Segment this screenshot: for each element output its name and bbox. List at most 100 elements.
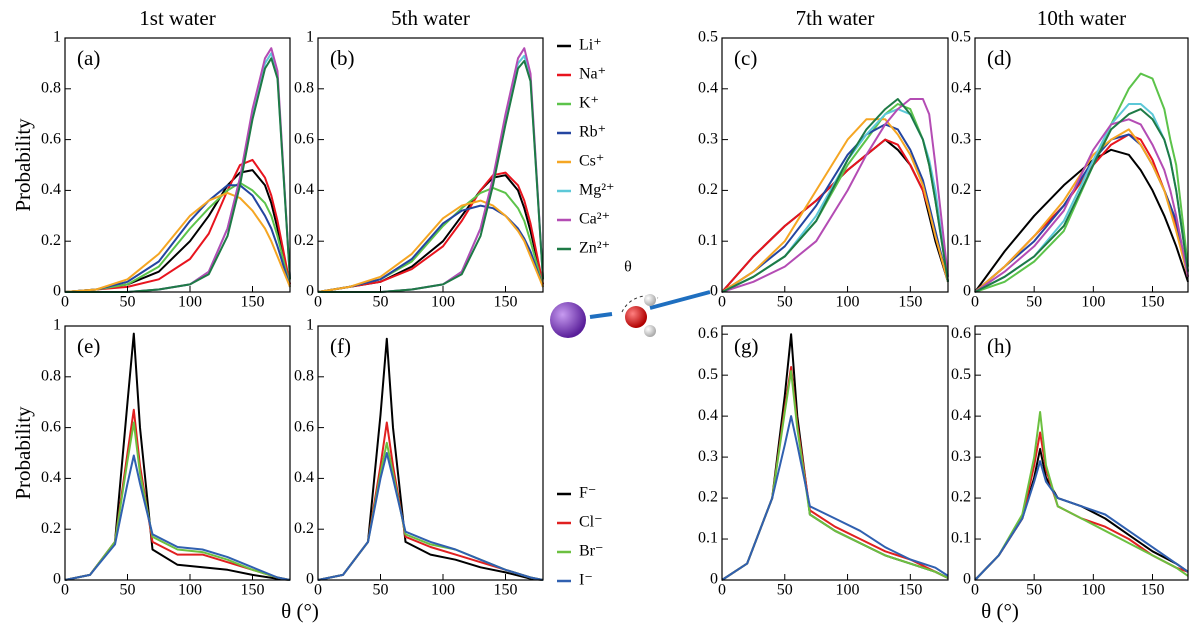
y-tick-label: 0.3 xyxy=(698,448,718,465)
data-line xyxy=(64,158,291,293)
y-tick-label: 0 xyxy=(53,283,61,300)
y-tick-label: 0 xyxy=(963,283,971,300)
legend-label: Ca²⁺ xyxy=(579,211,610,228)
y-tick-label: 0.5 xyxy=(698,366,718,383)
y-tick-label: 0.6 xyxy=(951,325,971,342)
data-line xyxy=(65,52,291,293)
data-line xyxy=(317,204,544,293)
y-tick-label: 0.1 xyxy=(698,232,718,249)
y-tick-label: 0.1 xyxy=(951,232,971,249)
data-line xyxy=(721,98,949,293)
y-tick-label: 0.4 xyxy=(294,469,314,486)
x-axis-label: θ (°) xyxy=(281,599,319,623)
legend-label: F⁻ xyxy=(579,485,596,502)
legend-label: Cs⁺ xyxy=(579,153,604,170)
data-line xyxy=(974,411,1189,581)
y-tick-label: 1 xyxy=(53,317,61,334)
panel-label: (e) xyxy=(77,334,100,358)
x-tick-label: 100 xyxy=(178,582,202,599)
y-tick-label: 0.1 xyxy=(698,530,718,547)
panel-title: 10th water xyxy=(1037,6,1126,30)
y-tick-label: 0.5 xyxy=(951,29,971,46)
data-line xyxy=(721,118,949,293)
x-tick-label: 150 xyxy=(241,582,265,599)
y-tick-label: 0 xyxy=(306,283,314,300)
x-tick-label: 50 xyxy=(120,294,136,311)
x-tick-label: 0 xyxy=(971,582,979,599)
data-line xyxy=(721,123,949,293)
x-tick-label: 150 xyxy=(494,294,518,311)
x-tick-label: 100 xyxy=(1081,294,1105,311)
legend-label: Mg²⁺ xyxy=(579,182,614,199)
data-line xyxy=(317,199,544,293)
x-tick-label: 0 xyxy=(718,582,726,599)
y-tick-label: 1 xyxy=(306,29,314,46)
y-tick-label: 0.2 xyxy=(294,232,314,249)
y-tick-label: 0.4 xyxy=(951,407,971,424)
y-tick-label: 1 xyxy=(306,317,314,334)
panel-label: (c) xyxy=(734,46,757,70)
y-tick-label: 0.4 xyxy=(951,79,971,96)
x-tick-label: 50 xyxy=(373,294,389,311)
panel-label: (a) xyxy=(77,46,100,70)
x-tick-label: 100 xyxy=(1081,582,1105,599)
data-line xyxy=(974,133,1189,293)
hydrogen xyxy=(644,294,656,306)
legend-label: Na⁺ xyxy=(579,66,606,83)
x-tick-label: 0 xyxy=(718,294,726,311)
y-tick-label: 0.6 xyxy=(294,418,314,435)
x-tick-label: 150 xyxy=(241,294,265,311)
data-line xyxy=(64,191,291,293)
x-tick-label: 100 xyxy=(431,582,455,599)
plot-frame xyxy=(317,37,544,293)
y-tick-label: 0.3 xyxy=(951,448,971,465)
illustration: θ xyxy=(550,259,711,338)
data-line xyxy=(974,108,1189,293)
legend-label: Rb⁺ xyxy=(579,124,606,141)
data-line xyxy=(721,108,949,293)
data-line xyxy=(974,447,1189,581)
y-tick-label: 0.8 xyxy=(294,367,314,384)
plot-frame xyxy=(317,325,544,581)
y-tick-label: 0.3 xyxy=(698,130,718,147)
legend-label: I⁻ xyxy=(579,572,593,589)
arrow xyxy=(649,290,711,310)
arrow xyxy=(589,312,613,319)
data-line xyxy=(64,332,291,581)
y-tick-label: 0.5 xyxy=(951,366,971,383)
legend-label: Br⁻ xyxy=(579,543,603,560)
plot-frame xyxy=(974,325,1189,581)
panel-label: (b) xyxy=(330,46,355,70)
data-line xyxy=(64,421,291,581)
y-tick-label: 1 xyxy=(53,29,61,46)
x-tick-label: 50 xyxy=(373,582,389,599)
y-tick-label: 0.3 xyxy=(951,130,971,147)
panel-title: 1st water xyxy=(139,6,215,30)
data-line xyxy=(721,415,949,581)
x-tick-label: 50 xyxy=(120,582,136,599)
plot-frame xyxy=(64,37,291,293)
ion-sphere xyxy=(550,302,586,338)
data-line xyxy=(317,186,544,293)
data-line xyxy=(974,118,1189,293)
x-tick-label: 50 xyxy=(1026,582,1042,599)
legend-label: Cl⁻ xyxy=(579,514,603,531)
panel-label: (d) xyxy=(987,46,1012,70)
plot-frame xyxy=(974,37,1189,293)
data-line xyxy=(974,460,1189,581)
data-line xyxy=(64,184,291,293)
x-tick-label: 50 xyxy=(1026,294,1042,311)
y-axis-label: Probability xyxy=(11,118,35,212)
y-tick-label: 0.2 xyxy=(41,520,61,537)
x-tick-label: 0 xyxy=(971,294,979,311)
y-tick-label: 0 xyxy=(306,571,314,588)
y-tick-label: 0.4 xyxy=(41,181,61,198)
x-tick-label: 150 xyxy=(898,582,922,599)
y-tick-label: 0.8 xyxy=(41,367,61,384)
x-tick-label: 0 xyxy=(61,582,69,599)
data-line xyxy=(721,103,949,293)
legend-label: K⁺ xyxy=(579,95,599,112)
y-tick-label: 0.4 xyxy=(41,469,61,486)
y-tick-label: 0.2 xyxy=(951,181,971,198)
